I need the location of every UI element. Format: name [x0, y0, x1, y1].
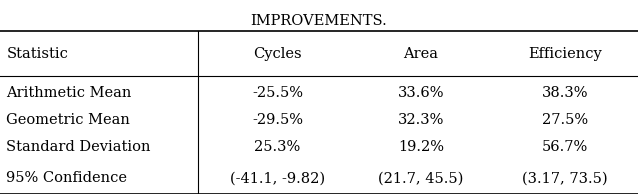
Text: Cycles: Cycles — [253, 47, 302, 61]
Text: 33.6%: 33.6% — [398, 86, 444, 100]
Text: 38.3%: 38.3% — [542, 86, 588, 100]
Text: (3.17, 73.5): (3.17, 73.5) — [522, 171, 607, 185]
Text: 27.5%: 27.5% — [542, 113, 588, 127]
Text: 19.2%: 19.2% — [398, 140, 444, 154]
Text: 56.7%: 56.7% — [542, 140, 588, 154]
Text: (21.7, 45.5): (21.7, 45.5) — [378, 171, 464, 185]
Text: -25.5%: -25.5% — [252, 86, 303, 100]
Text: Area: Area — [404, 47, 438, 61]
Text: 32.3%: 32.3% — [398, 113, 444, 127]
Text: Arithmetic Mean: Arithmetic Mean — [6, 86, 132, 100]
Text: IMPROVEMENTS.: IMPROVEMENTS. — [251, 14, 387, 28]
Text: Statistic: Statistic — [6, 47, 68, 61]
Text: Geometric Mean: Geometric Mean — [6, 113, 130, 127]
Text: Standard Deviation: Standard Deviation — [6, 140, 151, 154]
Text: (-41.1, -9.82): (-41.1, -9.82) — [230, 171, 325, 185]
Text: 25.3%: 25.3% — [255, 140, 300, 154]
Text: 95% Confidence: 95% Confidence — [6, 171, 128, 185]
Text: -29.5%: -29.5% — [252, 113, 303, 127]
Text: Efficiency: Efficiency — [528, 47, 602, 61]
